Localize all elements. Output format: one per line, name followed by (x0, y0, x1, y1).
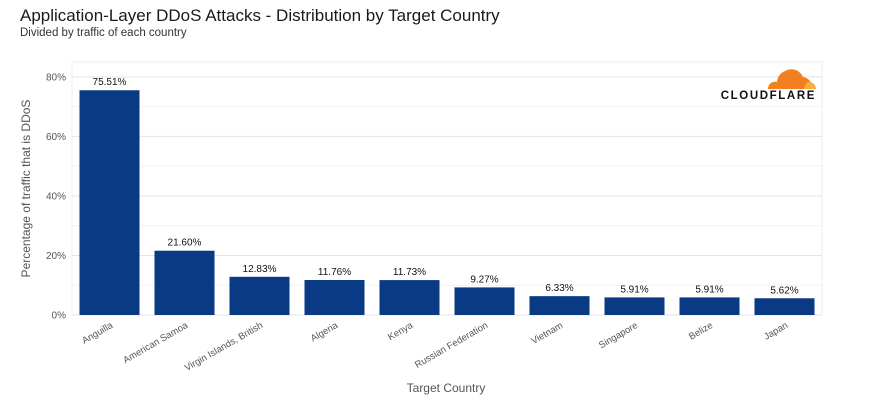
bar (529, 296, 590, 315)
bar (229, 276, 290, 315)
x-tick-label: Vietnam (529, 320, 565, 347)
y-axis-title: Percentage of traffic that is DDoS (19, 100, 33, 278)
bar (604, 297, 665, 315)
bar-value-label: 12.83% (243, 264, 277, 275)
x-tick-label: Kenya (386, 320, 415, 343)
bar (379, 280, 440, 315)
bar-value-label: 21.60% (168, 238, 202, 249)
bar-value-label: 5.91% (695, 284, 723, 295)
bar-value-label: 75.51% (93, 77, 127, 88)
x-tick-label: Japan (762, 320, 790, 342)
x-tick-label: Belize (687, 320, 715, 342)
x-tick-label: Singapore (597, 320, 640, 351)
x-tick-label: Anguilla (80, 320, 115, 347)
bar-value-label: 11.73% (393, 267, 426, 278)
y-tick-label: 80% (46, 72, 66, 83)
bar-value-label: 6.33% (545, 283, 573, 294)
cloudflare-logo: CLOUDFLARE (712, 68, 822, 108)
y-tick-label: 20% (46, 251, 66, 262)
chart-subtitle: Divided by traffic of each country (20, 27, 187, 39)
x-tick-label: Virgin Islands, British (183, 320, 265, 374)
bar-value-label: 11.76% (318, 267, 351, 278)
y-tick-label: 40% (46, 191, 66, 202)
x-tick-label: American Samoa (121, 320, 190, 366)
bar (754, 298, 815, 315)
bar-value-label: 9.27% (470, 274, 498, 285)
x-tick-label: Russian Federation (413, 320, 490, 371)
bar (454, 287, 515, 315)
bar (304, 279, 365, 315)
bar (154, 250, 215, 315)
cloudflare-wordmark: CLOUDFLARE (720, 90, 816, 102)
cloudflare-cloud-icon (768, 69, 816, 89)
bar-value-label: 5.91% (620, 284, 648, 295)
bar-value-label: 5.62% (770, 285, 798, 296)
x-axis-title: Target Country (407, 381, 486, 395)
bar (79, 90, 140, 315)
y-tick-label: 60% (46, 132, 66, 143)
bar (679, 297, 740, 315)
x-tick-label: Algeria (309, 320, 341, 345)
y-tick-label: 0% (52, 311, 67, 322)
chart-title: Application-Layer DDoS Attacks - Distrib… (20, 6, 500, 25)
